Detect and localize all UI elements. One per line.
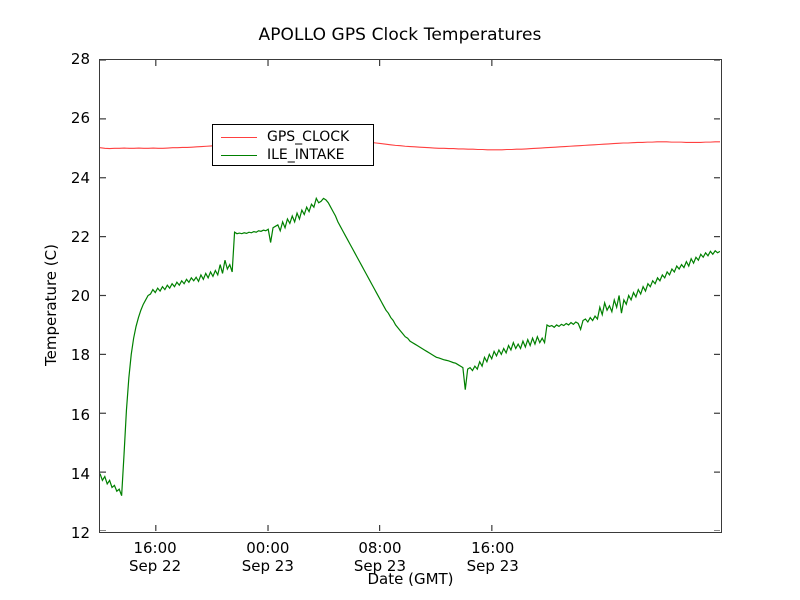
x-tick-date: Sep 23 <box>241 557 294 575</box>
x-tick-time: 08:00 <box>358 539 402 557</box>
legend-label-gps-clock: GPS_CLOCK <box>267 129 350 145</box>
y-axis-ticks <box>100 60 720 531</box>
y-tick-label: 24 <box>70 168 90 187</box>
y-tick-label: 16 <box>70 405 90 424</box>
legend-swatch-gps-clock <box>221 136 257 138</box>
x-tick-label: 16:00 Sep 22 <box>95 539 215 575</box>
x-axis-tick-labels: 16:00 Sep 22 00:00 Sep 23 08:00 Sep 23 16:00 Se… <box>99 533 722 583</box>
legend-swatch-ile-intake <box>221 154 257 156</box>
plot-area: GPS_CLOCK ILE_INTAKE <box>99 59 722 533</box>
y-tick-label: 20 <box>70 287 90 305</box>
x-tick-time: 00:00 <box>246 539 290 557</box>
y-tick-label: 22 <box>70 227 90 246</box>
legend-entry-ile-intake[interactable]: ILE_INTAKE <box>213 146 373 164</box>
y-tick-label: 14 <box>70 464 90 483</box>
plot-svg <box>100 60 720 531</box>
chart-legend: GPS_CLOCK ILE_INTAKE <box>212 124 374 166</box>
y-axis-tick-labels: 12 14 16 18 20 22 24 26 28 <box>45 50 90 542</box>
series-line-gps-clock <box>100 138 720 151</box>
legend-label-ile-intake: ILE_INTAKE <box>267 147 345 163</box>
x-tick-time: 16:00 <box>133 539 177 557</box>
y-tick-label: 18 <box>70 346 90 365</box>
x-tick-time: 16:00 <box>471 539 515 557</box>
legend-entry-gps-clock[interactable]: GPS_CLOCK <box>213 128 373 146</box>
series-line-ile-intake <box>100 196 720 496</box>
y-tick-label: 28 <box>70 50 90 68</box>
x-axis-label: Date (GMT) <box>367 570 454 588</box>
x-tick-label: 08:00 Sep 23 <box>320 539 440 575</box>
y-axis-label: Temperature (C) <box>42 244 60 366</box>
x-tick-date: Sep 22 <box>128 557 182 575</box>
y-tick-label: 26 <box>70 109 90 128</box>
x-axis-ticks <box>155 60 493 531</box>
x-tick-date: Sep 23 <box>466 557 519 575</box>
x-tick-label: 00:00 Sep 23 <box>208 539 328 575</box>
chart-title: APOLLO GPS Clock Temperatures <box>258 25 542 45</box>
x-tick-label: 16:00 Sep 23 <box>433 539 553 575</box>
y-tick-label: 12 <box>70 524 90 542</box>
x-tick-date: Sep 23 <box>353 557 407 575</box>
